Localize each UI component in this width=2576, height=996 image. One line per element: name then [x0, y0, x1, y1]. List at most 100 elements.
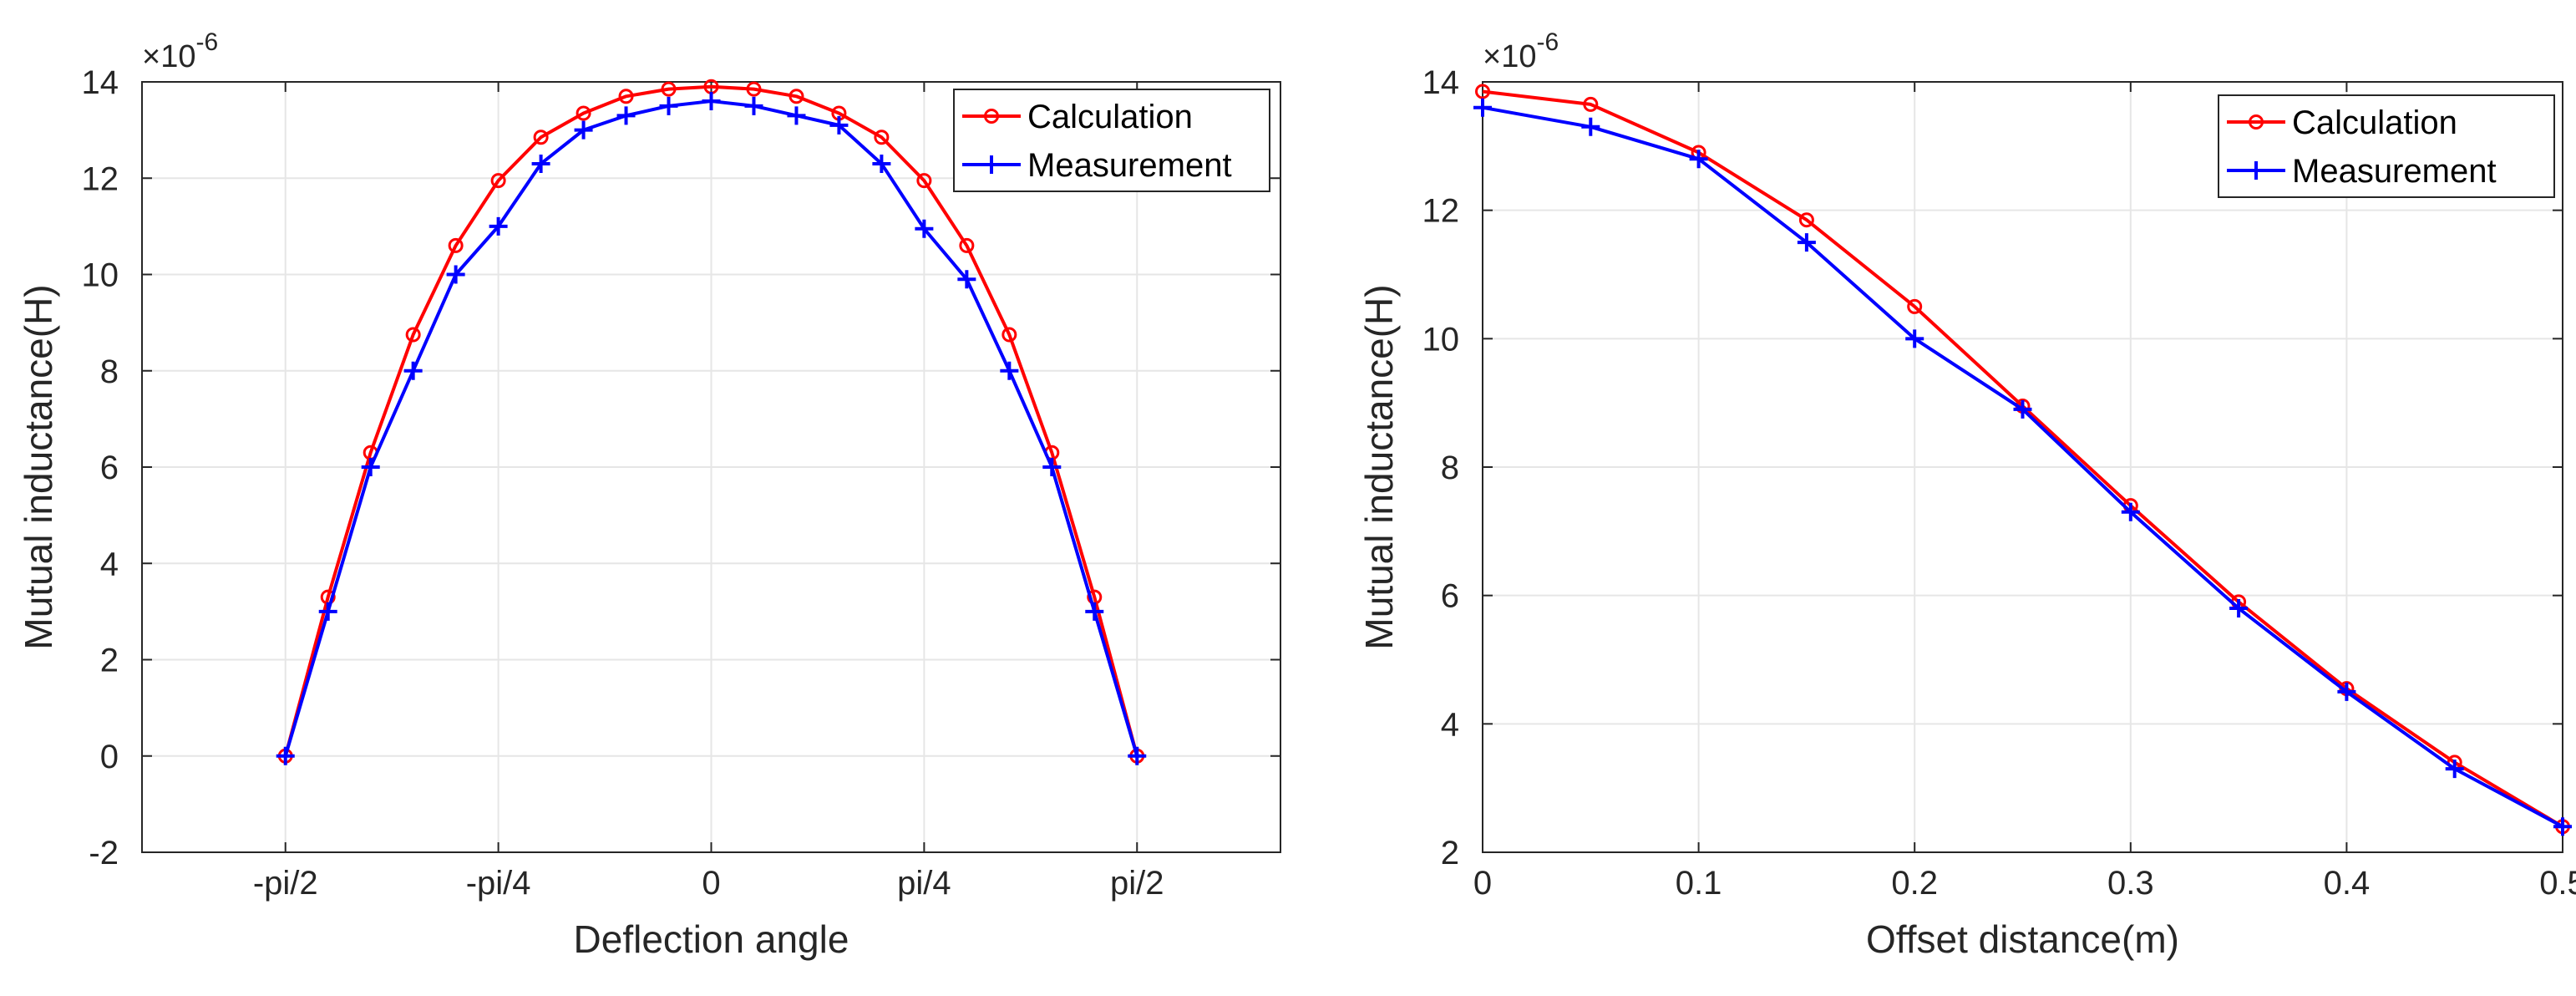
x-axis-label: Deflection angle [574, 917, 849, 961]
plus-marker [1581, 117, 1600, 136]
x-axis-label: Offset distance(m) [1866, 917, 2179, 961]
circle-marker [405, 327, 421, 343]
plus-marker [2229, 599, 2249, 618]
plus-marker [2445, 760, 2464, 779]
legend-label: Measurement [2292, 153, 2497, 190]
circle-marker [874, 130, 890, 145]
y-exponent-label: ×10-6 [142, 28, 218, 74]
plus-marker [531, 154, 550, 173]
x-tick-label: 0.2 [1891, 865, 1938, 902]
circle-marker [916, 173, 932, 189]
plus-marker [829, 115, 849, 135]
plus-marker [403, 361, 423, 380]
series-measurement [276, 92, 1147, 765]
plus-marker [2013, 399, 2032, 419]
y-tick-label: 4 [1441, 706, 1459, 743]
legend-box [953, 89, 1270, 192]
plus-marker [744, 96, 763, 115]
y-exponent-base: ×10 [1483, 39, 1536, 74]
y-tick-label: 4 [100, 546, 119, 582]
legend-plus-marker [2247, 161, 2265, 180]
legend-entry-calculation: Calculation [962, 99, 1193, 135]
y-tick-label: 6 [1441, 578, 1459, 615]
y-tick-label: 12 [1422, 193, 1460, 230]
y-tick-label: 14 [82, 64, 119, 101]
y-tick-label: 0 [100, 739, 119, 775]
y-tick-label: 6 [100, 450, 119, 486]
circle-marker [1001, 327, 1017, 343]
x-tick-label: 0.3 [2107, 865, 2154, 902]
plus-marker [1689, 150, 1708, 169]
plus-marker [659, 96, 678, 115]
y-tick-label: -2 [89, 835, 119, 872]
x-tick-label: 0.5 [2539, 865, 2576, 902]
x-tick-label: pi/4 [897, 865, 951, 902]
plus-marker [1905, 329, 1924, 348]
circle-marker [1583, 96, 1599, 112]
plus-marker [1797, 233, 1816, 252]
x-tick-label: pi/2 [1110, 865, 1164, 902]
x-tick-label: -pi/2 [253, 865, 318, 902]
y-exponent-power: -6 [195, 28, 218, 56]
circle-marker [746, 81, 762, 97]
circle-marker [1798, 212, 1814, 228]
circle-marker [490, 173, 506, 189]
legend-label: Measurement [1027, 147, 1232, 184]
legend-box [2218, 94, 2555, 198]
plus-marker [787, 106, 806, 125]
plus-marker [2337, 682, 2356, 701]
circle-marker [1907, 298, 1923, 314]
legend-label: Calculation [1027, 99, 1193, 135]
y-tick-label: 2 [1441, 835, 1459, 872]
plus-marker [702, 92, 721, 111]
plus-marker [318, 602, 337, 621]
plus-marker [276, 746, 295, 765]
legend: Calculation Measurement [953, 89, 1270, 192]
plus-marker [1128, 746, 1147, 765]
y-axis-label: Mutual inductance(H) [1357, 284, 1401, 649]
plus-marker [915, 219, 934, 238]
x-tick-label: -pi/4 [466, 865, 531, 902]
series-line [283, 84, 1139, 757]
circle-marker [1475, 84, 1490, 99]
circle-marker [576, 105, 591, 121]
y-tick-label: 2 [100, 643, 119, 679]
legend-plus-marker [982, 155, 1001, 174]
plus-marker [2553, 817, 2572, 836]
plus-marker [1085, 602, 1104, 621]
legend-label: Calculation [2292, 104, 2457, 141]
plus-marker [1000, 361, 1019, 380]
plus-marker [489, 216, 508, 236]
y-tick-label: 10 [82, 257, 119, 294]
plus-marker [957, 270, 976, 289]
circle-marker [618, 89, 634, 104]
y-tick-label: 8 [100, 353, 119, 390]
series-measurement [1473, 98, 2572, 836]
legend-circle-marker [984, 109, 999, 124]
legend-circle-marker [2249, 114, 2264, 130]
plus-marker [1042, 458, 1062, 476]
y-tick-label: 14 [1422, 64, 1460, 101]
x-tick-label: 0 [1473, 865, 1492, 902]
plus-marker [361, 458, 380, 476]
x-tick-label: 0 [702, 865, 720, 902]
plus-marker [1473, 98, 1492, 117]
x-tick-label: 0.4 [2324, 865, 2371, 902]
legend-entry-measurement: Measurement [2227, 153, 2497, 190]
x-tick-label: 0.1 [1676, 865, 1722, 902]
plus-marker [616, 106, 636, 125]
chart-2: 0 0.1 0.2 0.3 0.4 0.5 2 4 6 8 10 12 14 ×10-6 Offset di… [1357, 28, 2576, 961]
plus-marker [574, 120, 593, 140]
legend-entry-measurement: Measurement [962, 147, 1232, 184]
y-exponent-power: -6 [1536, 28, 1559, 56]
legend: Calculation Measurement [2218, 94, 2555, 198]
y-axis-label: Mutual inductance(H) [17, 284, 60, 649]
y-exponent-label: ×10-6 [1483, 28, 1559, 74]
y-tick-label: 8 [1441, 450, 1459, 486]
circle-marker [661, 81, 677, 97]
circle-marker [448, 237, 464, 253]
y-tick-label: 10 [1422, 321, 1460, 358]
y-tick-label: 12 [82, 160, 119, 197]
legend-entry-calculation: Calculation [2227, 104, 2457, 141]
